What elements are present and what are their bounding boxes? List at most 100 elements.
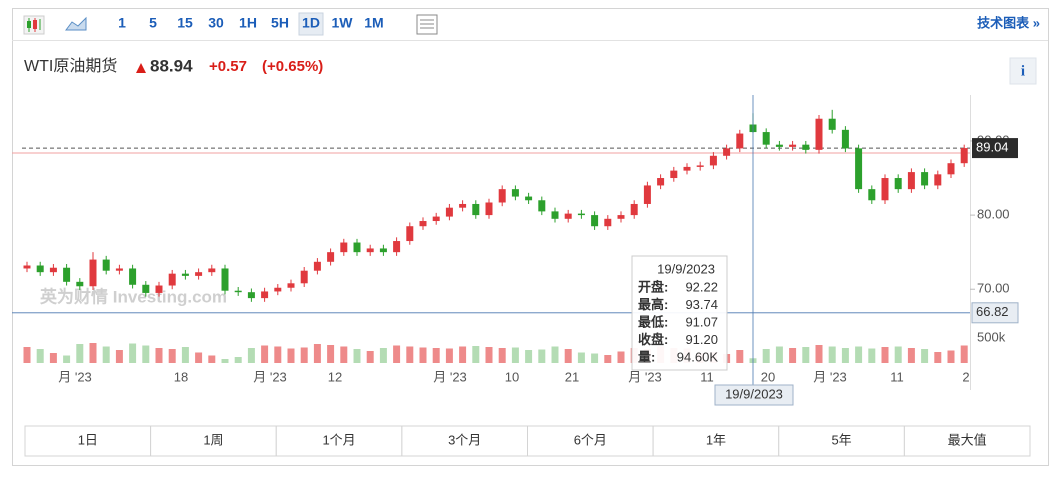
price-marker-label: 89.04	[976, 140, 1009, 155]
volume-bar	[802, 347, 810, 363]
x-tick-label: 月 '23	[433, 369, 467, 384]
volume-bar	[947, 350, 955, 363]
candle-body	[340, 242, 348, 253]
candle-body	[789, 144, 797, 147]
interval-button[interactable]: 1D	[302, 15, 320, 31]
candle-body	[472, 203, 480, 216]
candle-body	[723, 148, 731, 156]
crosshair-price-marker	[971, 302, 1019, 324]
candle-body	[736, 133, 744, 149]
range-label[interactable]: 1日	[78, 432, 98, 447]
candle-body	[894, 178, 902, 190]
interval-button[interactable]: 30	[208, 15, 224, 31]
volume-tick-label: 500k	[977, 329, 1006, 344]
interval-button[interactable]: 1H	[239, 15, 257, 31]
candle-body	[604, 218, 612, 227]
info-label[interactable]: i	[1021, 63, 1025, 79]
range-label[interactable]: 1周	[203, 432, 223, 447]
range-button[interactable]	[275, 425, 403, 457]
range-label[interactable]: 1个月	[322, 432, 355, 447]
frame	[12, 8, 1049, 466]
active-interval-bg	[298, 12, 324, 36]
change-pct: (+0.65%)	[262, 58, 323, 75]
volume-bar	[287, 348, 295, 363]
x-tick-label: 2	[962, 369, 969, 384]
candle-body	[881, 178, 889, 201]
volume-bar	[419, 347, 427, 363]
candle-icon[interactable]	[23, 15, 45, 35]
interval-button[interactable]: 5H	[271, 15, 289, 31]
candle-body	[300, 270, 308, 284]
volume-bar	[564, 349, 572, 363]
interval-button[interactable]: 1M	[364, 15, 383, 31]
price: 88.94	[150, 56, 193, 75]
candle-body	[49, 267, 57, 273]
area-icon[interactable]	[65, 16, 87, 31]
y-tick-label: 80.00	[977, 207, 1010, 222]
candle-body	[709, 155, 717, 166]
candle-body	[525, 196, 533, 201]
candle-body	[564, 213, 572, 219]
volume-bar	[102, 346, 110, 363]
volume-bar	[881, 347, 889, 363]
volume-bar	[340, 346, 348, 363]
range-button[interactable]	[401, 425, 528, 457]
settings-icon[interactable]	[416, 14, 438, 35]
range-label[interactable]: 1年	[706, 432, 726, 447]
range-label[interactable]: 5年	[831, 432, 851, 447]
candle-body	[828, 118, 836, 130]
candle-body	[353, 242, 361, 253]
tooltip-value: 93.74	[685, 297, 718, 312]
tooltip-label: 最高:	[638, 297, 668, 312]
volume-bar	[432, 348, 440, 363]
candle-body	[617, 215, 625, 219]
volume-bar	[247, 348, 255, 363]
volume-bar	[89, 343, 97, 363]
tooltip-value: 92.22	[685, 279, 718, 294]
range-label[interactable]: 3个月	[448, 432, 481, 447]
tech-chart-link[interactable]: 技术图表 »	[977, 15, 1040, 30]
volume-bar	[49, 353, 57, 363]
interval-button[interactable]: 5	[149, 15, 157, 31]
interval-button[interactable]: 1W	[332, 15, 354, 31]
tooltip-label: 开盘:	[638, 279, 668, 294]
info-button[interactable]	[1009, 57, 1037, 85]
range-button[interactable]	[903, 425, 1031, 457]
candle-body	[155, 285, 163, 293]
crosshair-date-box	[714, 384, 794, 406]
volume-bar	[577, 352, 585, 363]
volume-bar	[274, 346, 282, 363]
tooltip-value: 91.20	[685, 332, 718, 347]
interval-button[interactable]: 15	[177, 15, 193, 31]
volume-bar	[353, 349, 361, 363]
range-button[interactable]	[527, 425, 654, 457]
candle-body	[287, 283, 295, 288]
x-tick-label: 18	[174, 369, 188, 384]
candle-body	[393, 241, 401, 253]
volume-bar	[129, 343, 137, 363]
volume-bar	[406, 346, 414, 363]
x-tick-label: 月 '23	[253, 369, 287, 384]
x-tick-label: 月 '23	[58, 369, 92, 384]
range-label[interactable]: 最大值	[948, 432, 987, 447]
volume-bar	[894, 346, 902, 363]
interval-button[interactable]: 1	[118, 15, 126, 31]
candle-body	[23, 265, 31, 269]
candle-body	[406, 226, 414, 242]
range-label[interactable]: 6个月	[574, 432, 607, 447]
candle-body	[591, 215, 599, 227]
candle-body	[195, 272, 203, 276]
candle-body	[947, 163, 955, 175]
candle-body	[274, 287, 282, 292]
x-tick-label: 12	[328, 369, 342, 384]
candle-body	[762, 132, 770, 145]
candle-body	[168, 273, 176, 286]
volume-bar	[498, 348, 506, 363]
candle-body	[261, 291, 269, 299]
volume-bar	[736, 350, 744, 363]
range-button[interactable]	[652, 425, 780, 457]
volume-bar	[379, 348, 387, 363]
volume-bar	[907, 348, 915, 363]
candle-body	[868, 189, 876, 201]
volume-bar	[775, 346, 783, 363]
